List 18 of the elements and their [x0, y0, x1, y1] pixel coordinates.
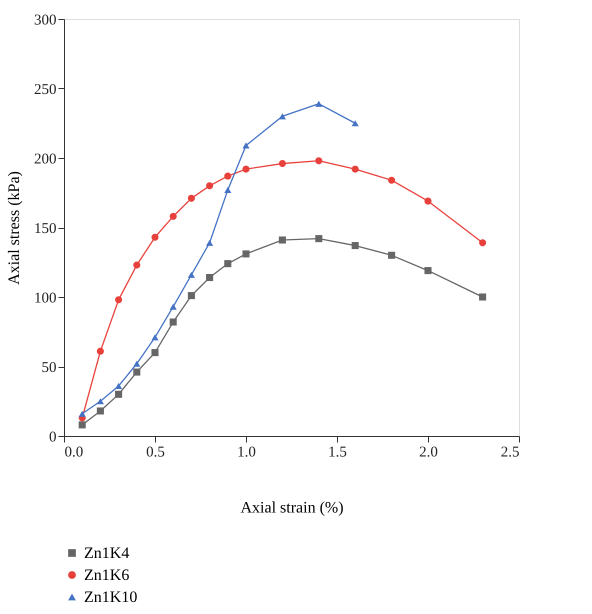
x-tick-label: 2.0 — [419, 444, 438, 460]
x-tick-label: 1.0 — [237, 444, 256, 460]
y-tick-label: 50 — [42, 360, 56, 376]
legend-label: Zn1K6 — [84, 567, 130, 584]
x-axis-title: Axial strain (%) — [240, 500, 344, 516]
x-tick-label: 0.0 — [64, 444, 84, 460]
legend-label: Zn1K4 — [84, 545, 130, 562]
legend-label: Zn1K10 — [84, 589, 138, 606]
y-tick-label: 100 — [34, 290, 56, 306]
x-tick-label: 2.5 — [500, 444, 520, 460]
y-tick-label: 0 — [49, 430, 56, 446]
y-tick-label: 300 — [34, 12, 56, 28]
y-tick-label: 250 — [34, 82, 56, 98]
y-tick-label: 150 — [34, 221, 56, 237]
y-tick-label: 200 — [34, 152, 56, 168]
x-tick-label: 1.5 — [328, 444, 347, 460]
x-tick-label: 0.5 — [146, 444, 165, 460]
y-axis-title: Axial stress (kPa) — [6, 171, 23, 285]
